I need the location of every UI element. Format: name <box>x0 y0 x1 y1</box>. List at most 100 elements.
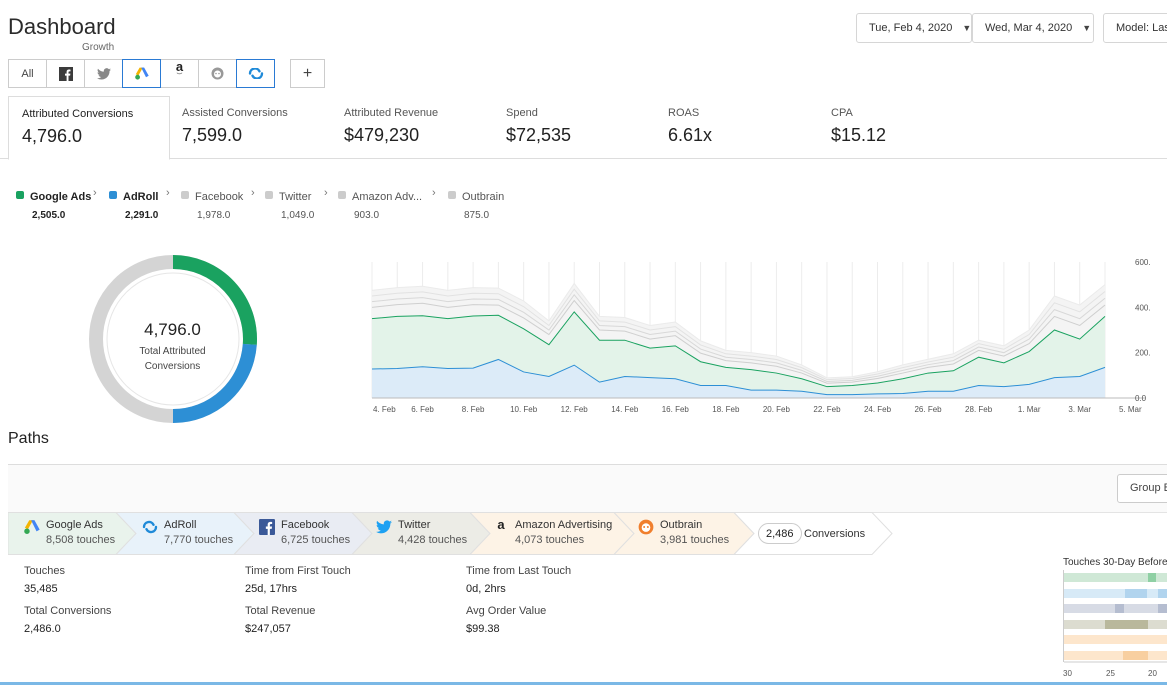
metric-value: 7,599.0 <box>182 125 243 145</box>
legend-item-twitter[interactable]: Twitter 1,049.0 › <box>265 187 328 221</box>
heatmap-cell <box>1105 620 1148 629</box>
area-amazon-advertising[interactable] <box>372 289 1105 382</box>
metric-tab-roas[interactable]: ROAS 6.61x <box>655 96 817 159</box>
path-step-name: Outbrain <box>660 519 703 531</box>
stat-total-revenue: Total Revenue $247,057 <box>245 605 315 635</box>
donut-segment-google-ads[interactable] <box>172 255 257 345</box>
line-amazon-advertising <box>371 288 1106 381</box>
metric-tab-cpa[interactable]: CPA $15.12 <box>818 96 980 159</box>
y-tick-label: 400. <box>1135 303 1151 312</box>
metric-tab-assisted-conversions[interactable]: Assisted Conversions 7,599.0 <box>169 96 331 159</box>
area-twitter[interactable] <box>372 294 1105 384</box>
stat-touches: Touches 35,485 <box>24 565 65 595</box>
path-step-twitter[interactable]: Twitter 4,428 touches <box>376 518 486 552</box>
legend-item-outbrain[interactable]: Outbrain 875.0 <box>448 187 504 221</box>
heatmap-tick: 20 <box>1148 669 1157 678</box>
x-tick-label: 18. Feb <box>712 405 740 414</box>
channel-tab-google-ads[interactable] <box>122 59 161 88</box>
legend-name: Amazon Adv... <box>352 191 423 203</box>
legend-item-adroll[interactable]: AdRoll 2,291.0 › <box>109 187 170 221</box>
path-step-touches: 6,725 touches <box>281 534 351 546</box>
path-step-amazon-advertising[interactable]: a Amazon Advertising 4,073 touches <box>493 518 623 552</box>
heatmap-row <box>1064 589 1167 598</box>
x-tick-label: 26. Feb <box>914 405 942 414</box>
metric-tab-attributed-conversions[interactable]: Attributed Conversions 4,796.0 <box>8 96 170 160</box>
heatmap-cell <box>1125 589 1147 598</box>
path-step-touches: 8,508 touches <box>46 534 116 546</box>
channel-tab-adroll[interactable] <box>236 59 275 88</box>
chevron-right-icon: › <box>432 187 436 199</box>
line-facebook <box>371 299 1106 384</box>
metric-value: 4,796.0 <box>22 126 83 146</box>
area-outbrain[interactable] <box>372 283 1105 380</box>
legend-item-amazon[interactable]: Amazon Adv... 903.0 › <box>338 187 436 221</box>
heatmap-cell <box>1115 604 1124 613</box>
x-tick-label: 28. Feb <box>965 405 993 414</box>
y-tick-label: 0.0 <box>1135 394 1147 403</box>
path-step-outbrain[interactable]: Outbrain 3,981 touches <box>638 518 748 552</box>
x-tick-label: 16. Feb <box>662 405 690 414</box>
legend-name: Facebook <box>195 191 244 203</box>
stat-label: Avg Order Value <box>466 605 547 617</box>
facebook-icon <box>259 519 275 535</box>
x-tick-label: 22. Feb <box>813 405 841 414</box>
path-step-touches: 3,981 touches <box>660 534 730 546</box>
touches-heatmap-title: Touches 30-Day Before <box>1063 557 1167 568</box>
metric-tab-spend[interactable]: Spend $72,535 <box>493 96 655 159</box>
group-by-button[interactable]: Group B <box>1117 474 1167 503</box>
heatmap-cell <box>1158 589 1167 598</box>
metric-label: Spend <box>506 107 538 119</box>
line-twitter <box>371 294 1106 382</box>
channel-tab-twitter[interactable] <box>84 59 123 88</box>
area-google-ads[interactable] <box>372 311 1105 395</box>
channel-tab-outbrain[interactable] <box>198 59 237 88</box>
x-tick-label: 20. Feb <box>763 405 791 414</box>
legend-swatch <box>16 191 24 199</box>
channel-tab-amazon[interactable]: a ⌣ <box>160 59 199 88</box>
stat-label: Time from First Touch <box>245 565 351 577</box>
outbrain-icon <box>211 67 224 80</box>
stat-time-first-touch: Time from First Touch 25d, 17hrs <box>245 565 351 595</box>
path-step-facebook[interactable]: Facebook 6,725 touches <box>259 518 369 552</box>
google-ads-icon <box>24 520 40 534</box>
model-dropdown[interactable]: Model: Las <box>1103 13 1167 43</box>
legend-swatch <box>265 191 273 199</box>
stat-label: Touches <box>24 565 65 577</box>
heatmap-row <box>1064 635 1167 644</box>
area-facebook[interactable] <box>372 300 1105 387</box>
heatmap-row <box>1064 651 1167 660</box>
facebook-icon <box>58 66 73 81</box>
stat-avg-order-value: Avg Order Value $99.38 <box>466 605 546 635</box>
date-from-dropdown[interactable]: Tue, Feb 4, 2020 ▼ <box>856 13 972 43</box>
line-google-ads <box>371 311 1106 388</box>
metric-value: $479,230 <box>344 125 420 145</box>
heatmap-cell <box>1158 604 1167 613</box>
stat-value: $247,057 <box>245 623 291 635</box>
chevron-down-icon: ▼ <box>962 23 972 33</box>
path-step-touches: 7,770 touches <box>164 534 234 546</box>
channel-tab-all[interactable]: All <box>8 59 47 88</box>
legend-item-google-ads[interactable]: Google Ads 2,505.0 › <box>16 187 97 221</box>
chevron-right-icon: › <box>251 187 255 199</box>
legend-item-facebook[interactable]: Facebook 1,978.0 › <box>181 187 255 221</box>
stat-label: Total Conversions <box>24 605 112 617</box>
path-step-adroll[interactable]: AdRoll 7,770 touches <box>142 518 252 552</box>
donut-label-line2: Conversions <box>144 361 201 372</box>
channel-filter-tabs: All a ⌣ <box>8 59 275 88</box>
adroll-icon <box>142 520 158 534</box>
legend-swatch <box>181 191 189 199</box>
area-adroll[interactable] <box>372 359 1105 398</box>
stat-total-conversions: Total Conversions 2,486.0 <box>24 605 111 635</box>
heatmap-row <box>1064 573 1167 582</box>
path-step-name: AdRoll <box>164 519 197 531</box>
add-channel-button[interactable]: + <box>290 59 325 88</box>
donut-segment-adroll[interactable] <box>172 343 257 423</box>
channel-tab-facebook[interactable] <box>46 59 85 88</box>
twitter-icon <box>376 520 392 534</box>
donut-inner-ring <box>106 272 240 406</box>
metric-tab-attributed-revenue[interactable]: Attributed Revenue $479,230 <box>331 96 493 159</box>
date-to-dropdown[interactable]: Wed, Mar 4, 2020 ▼ <box>972 13 1094 43</box>
paths-toolbar <box>8 465 1167 513</box>
x-tick-label: 6. Feb <box>411 405 434 414</box>
path-step-google-ads[interactable]: Google Ads 8,508 touches <box>24 518 144 552</box>
